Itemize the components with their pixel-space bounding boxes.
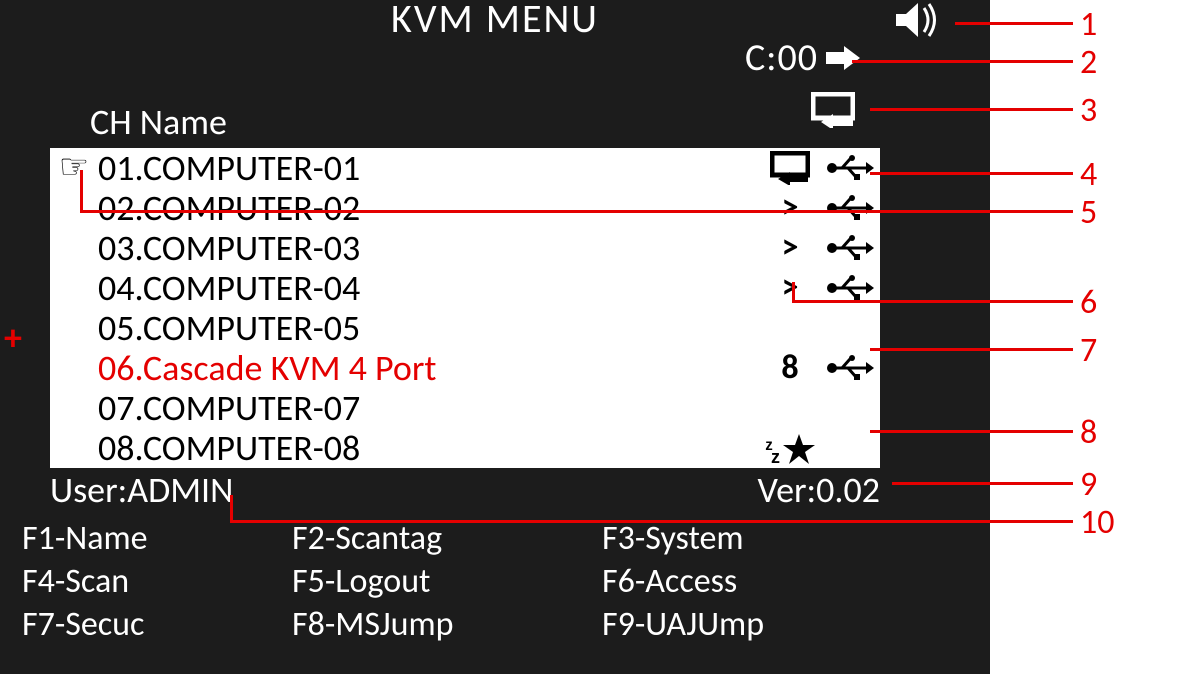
callout-line-8 xyxy=(870,348,1073,351)
arrow-right-icon xyxy=(826,44,860,72)
f2-scantag[interactable]: F2-Scantag xyxy=(292,518,602,559)
cascade-plus-marker: + xyxy=(4,316,22,360)
channel-row-01[interactable]: ☞01.COMPUTER-01 xyxy=(50,148,880,188)
user-label: User:ADMIN xyxy=(50,468,233,512)
callout-line-7 xyxy=(792,282,795,303)
channel-row-06[interactable]: 06.Cascade KVM 4 Port8 xyxy=(50,348,880,388)
callout-number-4: 4 xyxy=(1080,154,1097,195)
usb-icon xyxy=(820,274,880,302)
channel-status: C:00 xyxy=(745,35,860,81)
callout-line-3 xyxy=(870,172,1073,175)
f3-system[interactable]: F3-System xyxy=(602,518,902,559)
callout-number-9: 9 xyxy=(1080,464,1097,505)
channel-indicator xyxy=(760,151,820,185)
channel-name: 03.COMPUTER-03 xyxy=(98,228,760,268)
channel-status-label: C:00 xyxy=(745,35,818,81)
channel-indicator: ᶻz xyxy=(760,431,820,465)
channel-row-05[interactable]: 05.COMPUTER-05 xyxy=(50,308,880,348)
channel-indicator: 8 xyxy=(760,348,820,388)
f9-uajump[interactable]: F9-UAJUmp xyxy=(602,604,902,645)
callout-number-1: 1 xyxy=(1080,4,1097,45)
callout-number-6: 6 xyxy=(1080,282,1097,323)
callout-line-5 xyxy=(80,170,83,213)
usb-icon xyxy=(820,234,880,262)
channel-indicator: > xyxy=(760,228,820,268)
channel-name-header: CH Name xyxy=(90,100,227,144)
usb-icon xyxy=(820,354,880,382)
callout-number-2: 2 xyxy=(1080,42,1097,83)
callout-line-12 xyxy=(230,495,233,523)
channel-name: 04.COMPUTER-04 xyxy=(98,268,760,308)
channel-name: 01.COMPUTER-01 xyxy=(98,148,760,188)
channel-row-02[interactable]: 02.COMPUTER-02> xyxy=(50,188,880,228)
svg-text:z: z xyxy=(771,447,780,465)
usb-icon xyxy=(820,154,880,182)
sound-icon xyxy=(894,0,940,40)
status-bar: User:ADMIN Ver:0.02 xyxy=(50,468,880,512)
callout-number-3: 3 xyxy=(1080,90,1097,131)
channel-name: 05.COMPUTER-05 xyxy=(98,308,760,348)
callout-line-1 xyxy=(852,60,1073,63)
channel-name: 02.COMPUTER-02 xyxy=(98,188,760,228)
channel-row-04[interactable]: 04.COMPUTER-04> xyxy=(50,268,880,308)
kvm-panel: KVM MENU C:00 CH Name + ☞01.COMPUTER-010… xyxy=(0,0,990,674)
pointer-hand-icon: ☞ xyxy=(50,148,98,188)
f7-secuc[interactable]: F7-Secuc xyxy=(22,604,292,645)
callout-number-7: 7 xyxy=(1080,330,1097,371)
callout-line-2 xyxy=(870,108,1073,111)
callout-line-9 xyxy=(870,430,1073,433)
channel-name: 06.Cascade KVM 4 Port xyxy=(98,348,760,388)
callout-line-10 xyxy=(892,482,1073,485)
channel-name: 08.COMPUTER-08 xyxy=(98,428,760,468)
callout-line-11 xyxy=(230,520,1073,523)
f1-name[interactable]: F1-Name xyxy=(22,518,292,559)
callout-number-10: 10 xyxy=(1080,502,1114,543)
channel-row-07[interactable]: 07.COMPUTER-07 xyxy=(50,388,880,428)
f4-scan[interactable]: F4-Scan xyxy=(22,561,292,602)
function-key-grid: F1-Name F2-Scantag F3-System F4-Scan F5-… xyxy=(22,518,902,645)
usb-icon xyxy=(820,194,880,222)
f8-msjump[interactable]: F8-MSJump xyxy=(292,604,602,645)
callout-number-8: 8 xyxy=(1080,412,1097,453)
return-icon xyxy=(811,92,855,128)
callout-number-5: 5 xyxy=(1080,192,1097,233)
channel-name: 07.COMPUTER-07 xyxy=(98,388,760,428)
f6-access[interactable]: F6-Access xyxy=(602,561,902,602)
callout-line-6 xyxy=(792,300,1073,303)
callout-line-0 xyxy=(955,22,1073,25)
channel-indicator: > xyxy=(760,188,820,228)
f5-logout[interactable]: F5-Logout xyxy=(292,561,602,602)
version-label: Ver:0.02 xyxy=(757,468,880,512)
callout-line-4 xyxy=(80,210,1073,213)
channel-row-03[interactable]: 03.COMPUTER-03> xyxy=(50,228,880,268)
channel-list: ☞01.COMPUTER-0102.COMPUTER-02>03.COMPUTE… xyxy=(50,148,880,468)
channel-row-08[interactable]: 08.COMPUTER-08ᶻz xyxy=(50,428,880,468)
